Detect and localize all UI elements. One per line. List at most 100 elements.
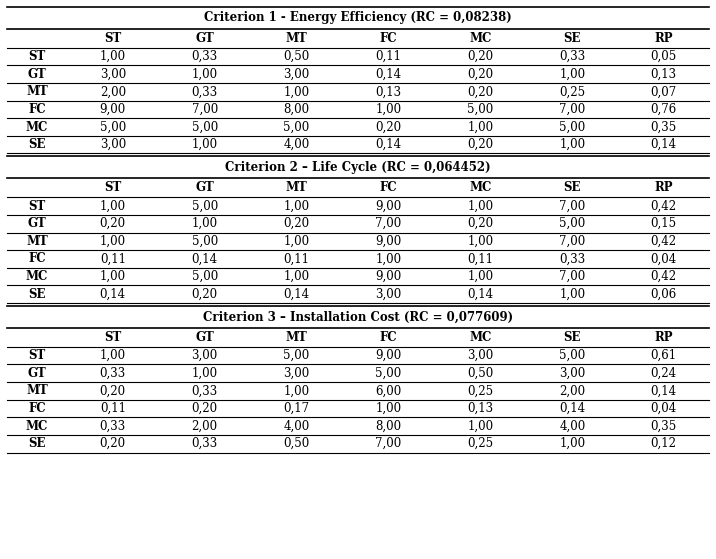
Text: 0,12: 0,12 (651, 437, 677, 450)
Text: 7,00: 7,00 (192, 103, 218, 116)
Text: 0,24: 0,24 (651, 367, 677, 380)
Text: GT: GT (28, 367, 47, 380)
Text: 1,00: 1,00 (284, 385, 309, 397)
Text: 0,25: 0,25 (559, 86, 586, 98)
Text: 1,00: 1,00 (192, 68, 218, 80)
Text: 6,00: 6,00 (375, 385, 402, 397)
Text: GT: GT (195, 331, 214, 344)
Text: 0,33: 0,33 (100, 420, 126, 433)
Text: GT: GT (195, 181, 214, 195)
Text: 3,00: 3,00 (100, 68, 126, 80)
Text: SE: SE (28, 138, 46, 151)
Text: 0,11: 0,11 (375, 50, 402, 63)
Text: 7,00: 7,00 (559, 103, 586, 116)
Text: 5,00: 5,00 (375, 367, 402, 380)
Text: 0,14: 0,14 (651, 138, 677, 151)
Text: GT: GT (195, 32, 214, 45)
Text: 0,42: 0,42 (651, 270, 677, 283)
Text: ST: ST (104, 181, 122, 195)
Text: 0,14: 0,14 (375, 68, 402, 80)
Text: MT: MT (286, 32, 307, 45)
Text: Criterion 2 – Life Cycle (RC = 0,064452): Criterion 2 – Life Cycle (RC = 0,064452) (226, 161, 490, 174)
Text: 2,00: 2,00 (559, 385, 586, 397)
Text: 1,00: 1,00 (559, 437, 586, 450)
Text: 0,11: 0,11 (100, 253, 126, 266)
Text: 1,00: 1,00 (192, 138, 218, 151)
Text: Criterion 3 – Installation Cost (RC = 0,077609): Criterion 3 – Installation Cost (RC = 0,… (203, 310, 513, 323)
Text: GT: GT (28, 217, 47, 230)
Text: SE: SE (28, 288, 46, 301)
Text: 5,00: 5,00 (192, 270, 218, 283)
Text: 4,00: 4,00 (284, 138, 310, 151)
Text: MT: MT (286, 331, 307, 344)
Text: 1,00: 1,00 (468, 121, 493, 134)
Text: 5,00: 5,00 (100, 121, 126, 134)
Text: 0,50: 0,50 (468, 367, 493, 380)
Text: 1,00: 1,00 (100, 270, 126, 283)
Text: 0,20: 0,20 (284, 217, 309, 230)
Text: 1,00: 1,00 (284, 86, 309, 98)
Text: 0,20: 0,20 (468, 138, 493, 151)
Text: 0,33: 0,33 (192, 86, 218, 98)
Text: 0,13: 0,13 (651, 68, 677, 80)
Text: 0,50: 0,50 (284, 437, 310, 450)
Text: 3,00: 3,00 (375, 288, 402, 301)
Text: 0,20: 0,20 (468, 217, 493, 230)
Text: 0,20: 0,20 (100, 437, 126, 450)
Text: 2,00: 2,00 (100, 86, 126, 98)
Text: 0,14: 0,14 (192, 253, 218, 266)
Text: 5,00: 5,00 (284, 349, 310, 362)
Text: 1,00: 1,00 (100, 200, 126, 212)
Text: 0,33: 0,33 (192, 385, 218, 397)
Text: MC: MC (469, 32, 492, 45)
Text: 0,61: 0,61 (651, 349, 677, 362)
Text: 1,00: 1,00 (100, 235, 126, 248)
Text: 1,00: 1,00 (375, 103, 402, 116)
Text: ST: ST (104, 331, 122, 344)
Text: MT: MT (286, 181, 307, 195)
Text: 0,07: 0,07 (650, 86, 677, 98)
Text: 3,00: 3,00 (559, 367, 586, 380)
Text: 0,20: 0,20 (100, 217, 126, 230)
Text: 7,00: 7,00 (559, 235, 586, 248)
Text: 0,20: 0,20 (100, 385, 126, 397)
Text: RP: RP (654, 181, 673, 195)
Text: 0,20: 0,20 (375, 121, 402, 134)
Text: FC: FC (28, 253, 46, 266)
Text: 1,00: 1,00 (284, 235, 309, 248)
Text: MT: MT (26, 235, 48, 248)
Text: FC: FC (28, 402, 46, 415)
Text: 0,05: 0,05 (650, 50, 677, 63)
Text: 0,25: 0,25 (468, 437, 493, 450)
Text: 5,00: 5,00 (559, 217, 586, 230)
Text: 9,00: 9,00 (100, 103, 126, 116)
Text: MC: MC (26, 121, 48, 134)
Text: 0,14: 0,14 (284, 288, 309, 301)
Text: 5,00: 5,00 (192, 200, 218, 212)
Text: 0,33: 0,33 (192, 437, 218, 450)
Text: SE: SE (563, 32, 581, 45)
Text: RP: RP (654, 331, 673, 344)
Text: 2,00: 2,00 (192, 420, 218, 433)
Text: MC: MC (26, 270, 48, 283)
Text: 1,00: 1,00 (375, 253, 402, 266)
Text: 0,35: 0,35 (650, 121, 677, 134)
Text: 1,00: 1,00 (468, 235, 493, 248)
Text: 7,00: 7,00 (375, 437, 402, 450)
Text: 0,11: 0,11 (284, 253, 309, 266)
Text: 1,00: 1,00 (468, 270, 493, 283)
Text: 9,00: 9,00 (375, 270, 402, 283)
Text: 9,00: 9,00 (375, 349, 402, 362)
Text: 0,11: 0,11 (468, 253, 493, 266)
Text: 3,00: 3,00 (100, 138, 126, 151)
Text: 0,20: 0,20 (468, 50, 493, 63)
Text: 0,13: 0,13 (375, 86, 402, 98)
Text: 0,14: 0,14 (100, 288, 126, 301)
Text: ST: ST (29, 349, 46, 362)
Text: 0,14: 0,14 (559, 402, 586, 415)
Text: MT: MT (26, 86, 48, 98)
Text: 5,00: 5,00 (559, 121, 586, 134)
Text: SE: SE (563, 181, 581, 195)
Text: 8,00: 8,00 (375, 420, 402, 433)
Text: 4,00: 4,00 (559, 420, 586, 433)
